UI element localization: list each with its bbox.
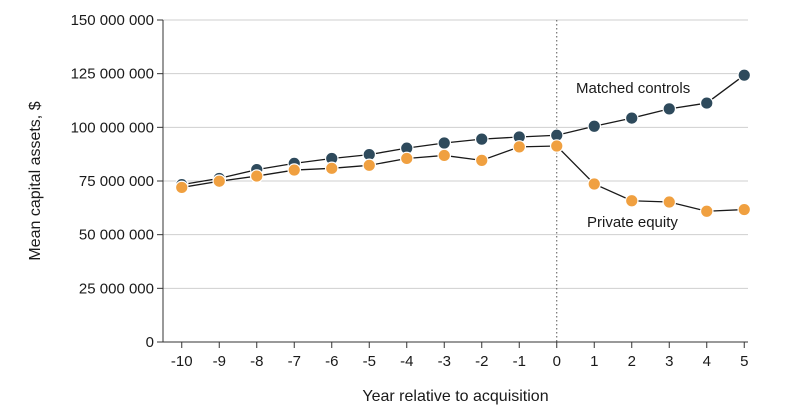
- y-tick-label: 150 000 000: [71, 12, 154, 29]
- y-tick-label: 50 000 000: [79, 227, 154, 244]
- data-point: [624, 111, 639, 125]
- y-axis-ticks: 0 25 000 000 50 000 000 75 000 000 100 000 0…: [71, 12, 163, 351]
- y-tick-label: 75 000 000: [79, 173, 154, 190]
- x-tick-label: 2: [628, 353, 636, 370]
- data-point: [587, 119, 602, 134]
- x-tick-label: -2: [475, 353, 488, 370]
- data-point: [362, 158, 377, 173]
- y-tick-label: 25 000 000: [79, 280, 154, 297]
- data-point: [287, 163, 302, 177]
- series-line: [181, 74, 745, 186]
- data-point: [737, 68, 752, 82]
- data-point: [174, 180, 189, 195]
- data-point: [587, 177, 602, 191]
- y-tick-label: 100 000 000: [71, 119, 154, 136]
- x-tick-label: -7: [288, 353, 301, 370]
- data-point: [399, 151, 414, 166]
- x-axis-ticks: -10 -9 -8 -7 -6 -5 -4 -3 -2 -1 0 1 2 3 4 5: [171, 342, 748, 370]
- gridlines: [163, 19, 748, 289]
- y-axis-label: Mean capital assets, $: [27, 101, 44, 260]
- data-point: [212, 174, 227, 189]
- data-point: [249, 169, 264, 183]
- x-tick-label: -3: [438, 353, 451, 370]
- x-tick-label: -1: [513, 353, 526, 370]
- data-point: [699, 96, 714, 110]
- x-tick-label: -6: [325, 353, 338, 370]
- y-tick-label: 125 000 000: [71, 66, 154, 83]
- data-point: [474, 153, 489, 168]
- x-tick-label: -5: [363, 353, 376, 370]
- x-tick-label: -9: [213, 353, 226, 370]
- series-group: [174, 68, 752, 219]
- data-point: [549, 139, 564, 153]
- x-tick-label: -4: [400, 353, 413, 370]
- data-point: [474, 132, 489, 146]
- data-point: [699, 204, 714, 219]
- series-1: [174, 139, 752, 219]
- x-tick-label: -10: [171, 353, 193, 370]
- data-point: [324, 161, 339, 176]
- data-point: [512, 140, 527, 154]
- data-point: [437, 136, 452, 150]
- y-tick-label: 0: [146, 334, 154, 351]
- x-tick-label: 5: [740, 353, 748, 370]
- series-line: [181, 145, 745, 212]
- x-tick-label: 3: [665, 353, 673, 370]
- x-tick-label: -8: [250, 353, 263, 370]
- data-point: [662, 102, 677, 116]
- data-point: [624, 193, 639, 208]
- x-tick-label: 4: [703, 353, 711, 370]
- series-label-matched-controls: Matched controls: [576, 80, 690, 97]
- series-label-private-equity: Private equity: [587, 214, 678, 231]
- x-axis-label: Year relative to acquisition: [362, 388, 548, 405]
- data-point: [662, 195, 677, 209]
- data-point: [437, 148, 452, 163]
- x-tick-label: 0: [553, 353, 561, 370]
- x-tick-label: 1: [590, 353, 598, 370]
- data-point: [737, 202, 752, 217]
